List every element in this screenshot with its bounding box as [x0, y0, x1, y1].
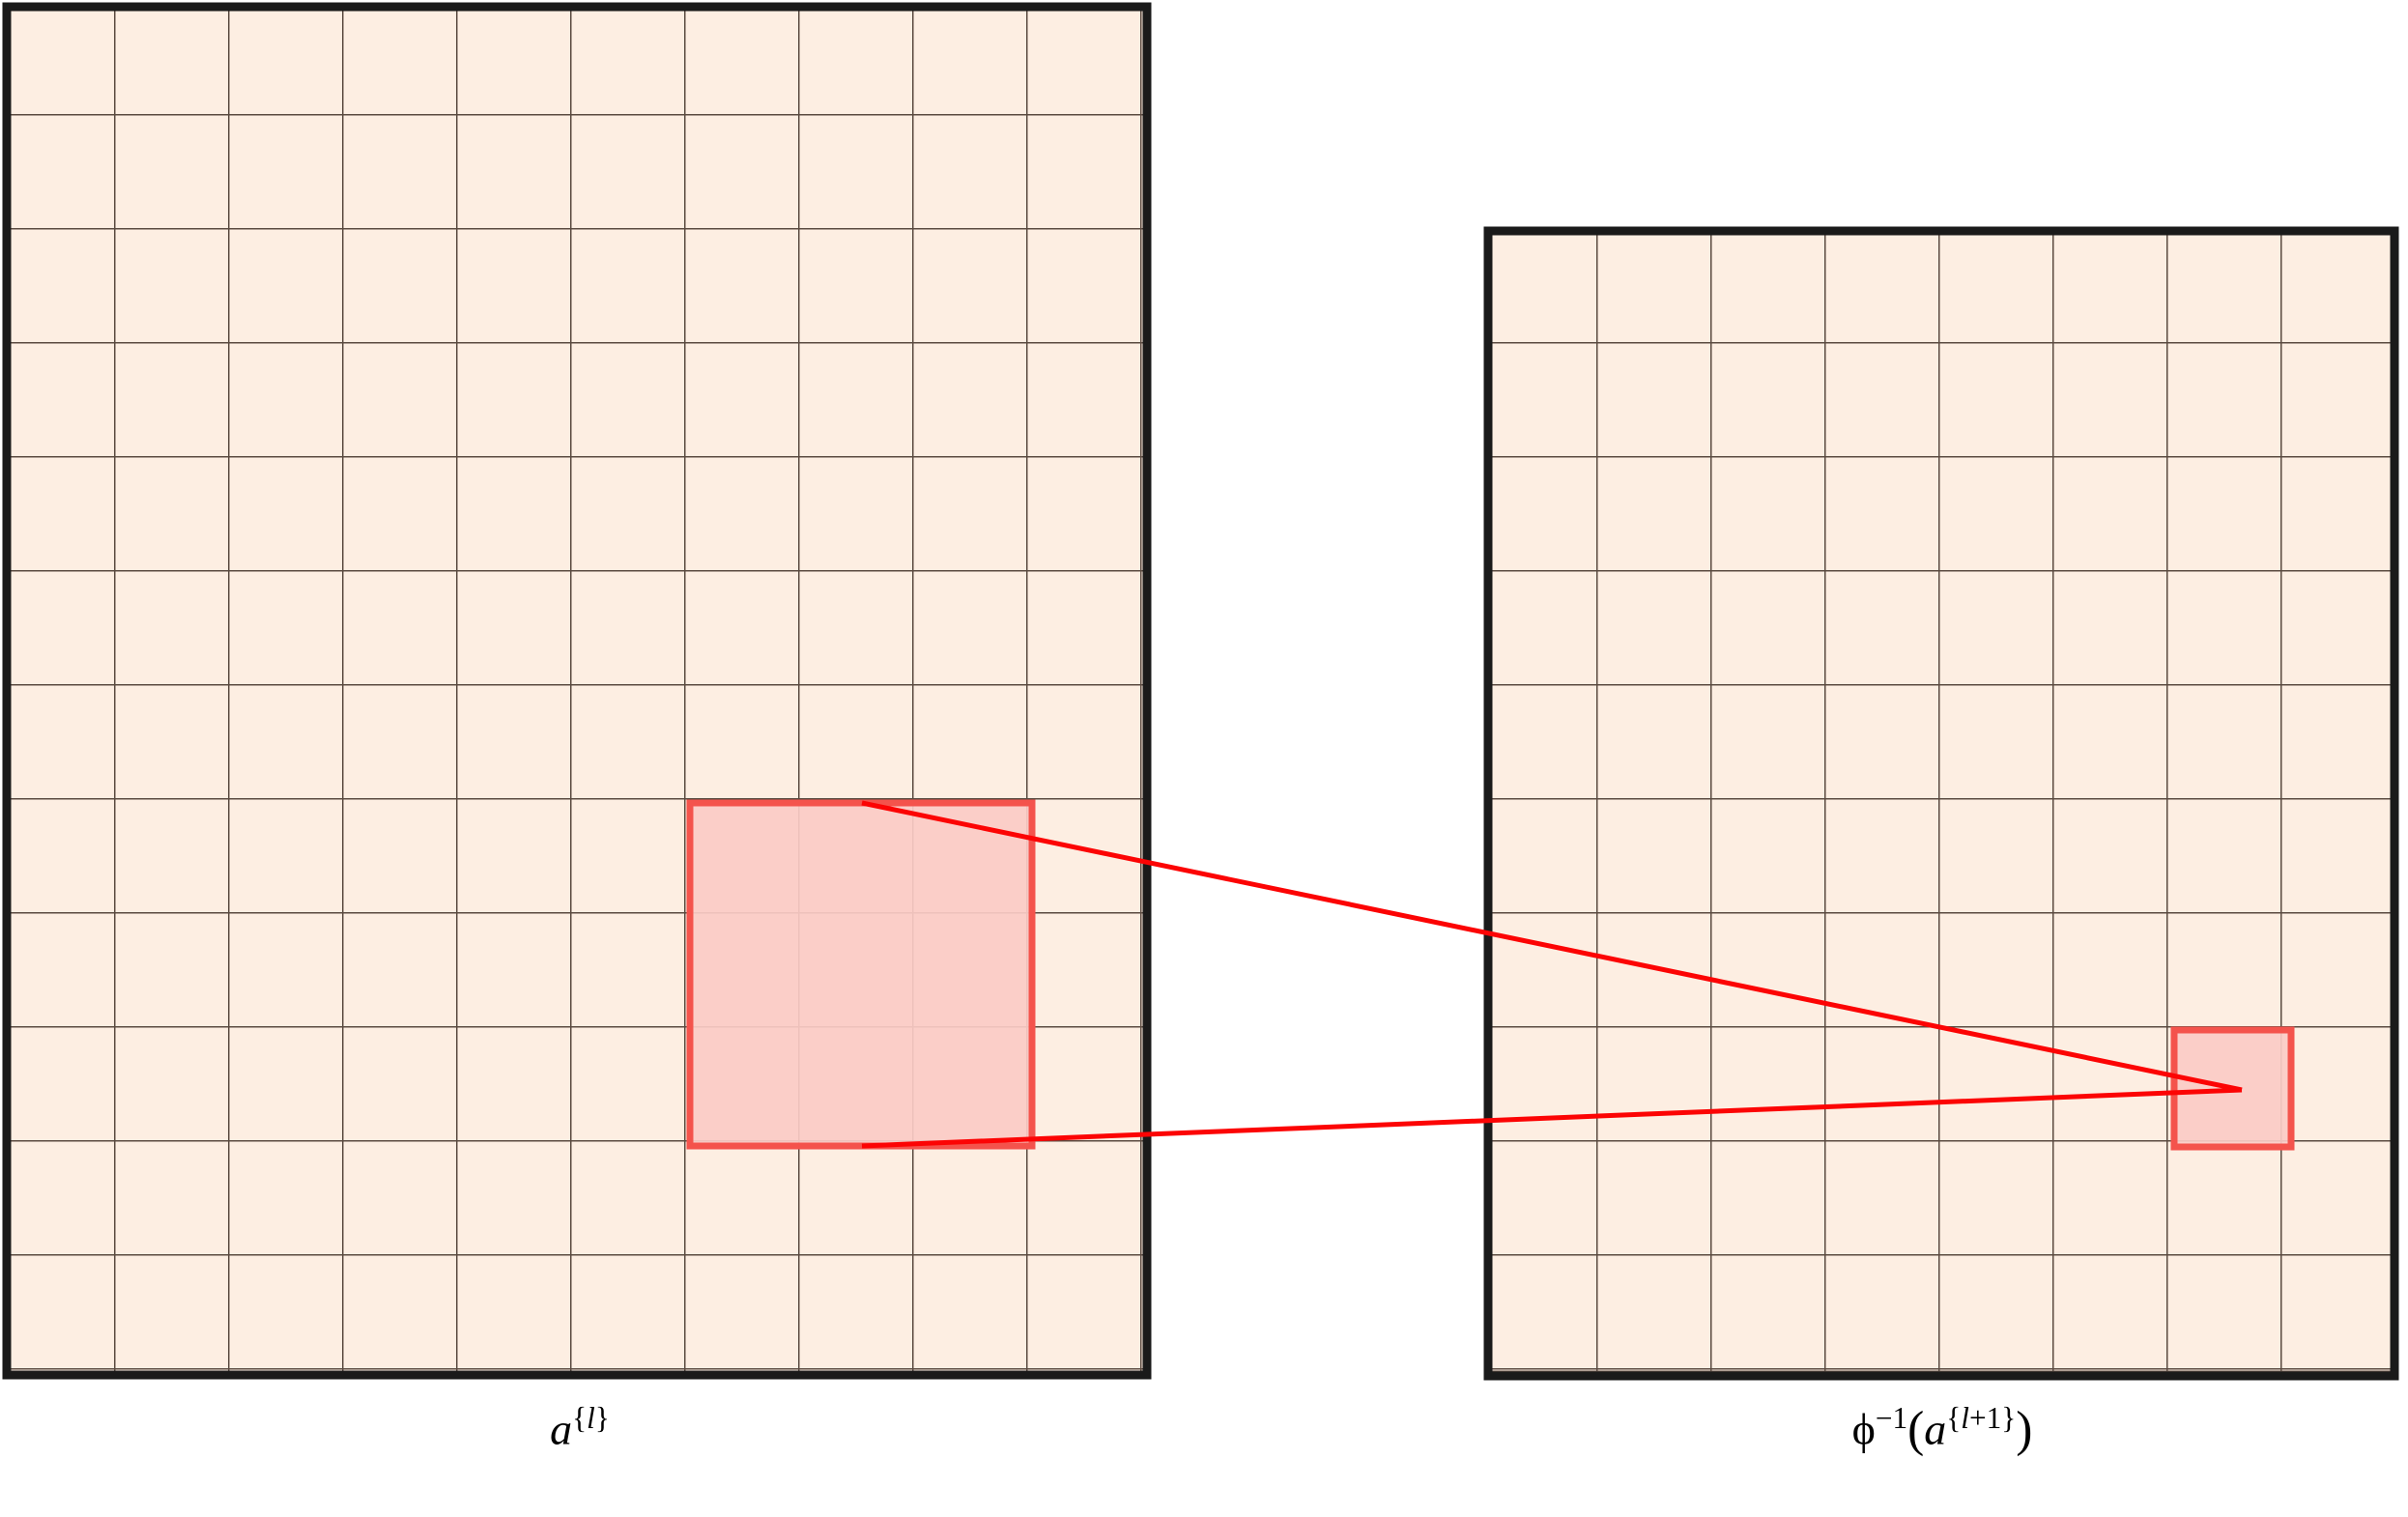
caption-right-open-paren: (	[1907, 1402, 1925, 1458]
caption-right-inner-superscript: {l+1}	[1946, 1401, 2017, 1435]
left-grid-fill	[8, 8, 1145, 1372]
connector-bottom-line	[861, 1087, 2243, 1149]
left-panel-group	[2, 2, 1152, 1380]
caption-right-close-paren: )	[2016, 1402, 2033, 1458]
right-grid-cells	[1492, 235, 2394, 1372]
right-grid-fill	[1492, 235, 2394, 1372]
connector-top-line	[861, 800, 2243, 1093]
caption-right-superscript: −1	[1875, 1401, 1908, 1435]
caption-left-sup-var: l	[587, 1401, 595, 1435]
left-panel-border	[2, 2, 1152, 1380]
right-panel-caption: ϕ−1(a{l+1})	[1851, 1401, 2033, 1455]
left-grid-cells	[8, 8, 1145, 1372]
caption-left-superscript: {l}	[572, 1401, 610, 1435]
caption-right-phi: ϕ	[1851, 1404, 1876, 1454]
caption-right-inner-base: a	[1924, 1404, 1947, 1454]
left-highlight-region[interactable]	[686, 799, 1036, 1150]
caption-left-base: a	[550, 1404, 573, 1454]
right-panel-group	[1483, 226, 2399, 1381]
right-panel-border	[1483, 226, 2399, 1381]
left-panel-caption: a{l}	[550, 1403, 610, 1451]
